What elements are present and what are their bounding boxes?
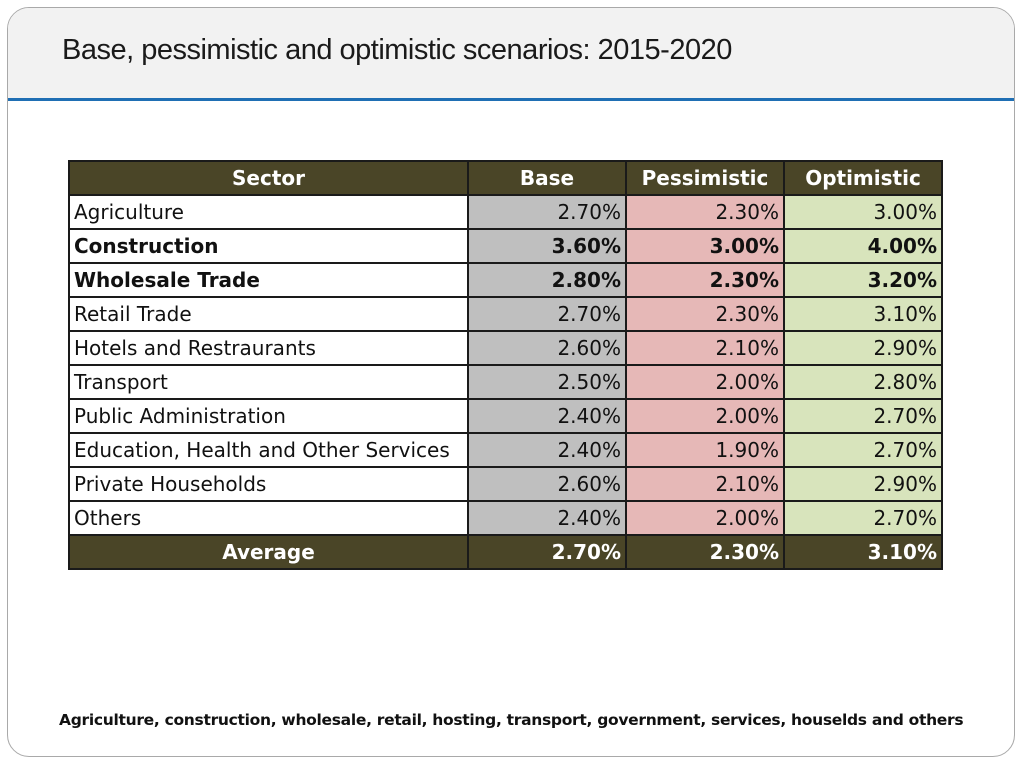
cell-base: 2.40% (467, 432, 627, 468)
cell-sector: Private Households (68, 466, 469, 502)
cell-optimistic: 2.70% (783, 398, 943, 434)
table-row: Private Households 2.60% 2.10% 2.90% (68, 466, 943, 502)
cell-sector: Agriculture (68, 194, 469, 230)
header-optimistic: Optimistic (783, 160, 943, 196)
table-row: Agriculture 2.70% 2.30% 3.00% (68, 194, 943, 230)
cell-pessimistic: 2.30% (625, 262, 785, 298)
cell-base: 2.70% (467, 296, 627, 332)
table-header-row: Sector Base Pessimistic Optimistic (68, 160, 943, 196)
average-base: 2.70% (467, 534, 627, 570)
header-sector: Sector (68, 160, 469, 196)
cell-pessimistic: 1.90% (625, 432, 785, 468)
cell-sector: Construction (68, 228, 469, 264)
cell-sector: Retail Trade (68, 296, 469, 332)
table-row: Public Administration 2.40% 2.00% 2.70% (68, 398, 943, 434)
cell-optimistic: 3.10% (783, 296, 943, 332)
slide: Base, pessimistic and optimistic scenari… (7, 7, 1015, 757)
table-row: Wholesale Trade 2.80% 2.30% 3.20% (68, 262, 943, 298)
cell-sector: Wholesale Trade (68, 262, 469, 298)
table-row: Construction 3.60% 3.00% 4.00% (68, 228, 943, 264)
table-row: Others 2.40% 2.00% 2.70% (68, 500, 943, 536)
cell-pessimistic: 2.10% (625, 466, 785, 502)
table-row: Retail Trade 2.70% 2.30% 3.10% (68, 296, 943, 332)
cell-base: 2.40% (467, 398, 627, 434)
table-row: Transport 2.50% 2.00% 2.80% (68, 364, 943, 400)
average-pessimistic: 2.30% (625, 534, 785, 570)
cell-pessimistic: 3.00% (625, 228, 785, 264)
average-row: Average 2.70% 2.30% 3.10% (68, 534, 943, 570)
cell-base: 2.80% (467, 262, 627, 298)
cell-sector: Public Administration (68, 398, 469, 434)
cell-pessimistic: 2.10% (625, 330, 785, 366)
cell-pessimistic: 2.00% (625, 500, 785, 536)
cell-pessimistic: 2.30% (625, 194, 785, 230)
header-base: Base (467, 160, 627, 196)
cell-optimistic: 2.90% (783, 330, 943, 366)
cell-pessimistic: 2.30% (625, 296, 785, 332)
cell-optimistic: 4.00% (783, 228, 943, 264)
table-body: Agriculture 2.70% 2.30% 3.00% Construction 3.… (68, 194, 943, 536)
cell-optimistic: 2.80% (783, 364, 943, 400)
table-row: Education, Health and Other Services 2.40… (68, 432, 943, 468)
page-title: Base, pessimistic and optimistic scenari… (62, 34, 732, 66)
title-bar: Base, pessimistic and optimistic scenari… (8, 8, 1014, 101)
cell-optimistic: 2.90% (783, 466, 943, 502)
cell-pessimistic: 2.00% (625, 398, 785, 434)
cell-base: 2.50% (467, 364, 627, 400)
cell-sector: Education, Health and Other Services (68, 432, 469, 468)
cell-base: 3.60% (467, 228, 627, 264)
cell-optimistic: 3.20% (783, 262, 943, 298)
table-row: Hotels and Restraurants 2.60% 2.10% 2.90% (68, 330, 943, 366)
average-label: Average (68, 534, 469, 570)
cell-optimistic: 2.70% (783, 432, 943, 468)
average-optimistic: 3.10% (783, 534, 943, 570)
footer-note: Agriculture, construction, wholesale, re… (59, 711, 964, 729)
header-pessimistic: Pessimistic (625, 160, 785, 196)
cell-sector: Transport (68, 364, 469, 400)
cell-sector: Hotels and Restraurants (68, 330, 469, 366)
cell-base: 2.40% (467, 500, 627, 536)
cell-base: 2.60% (467, 330, 627, 366)
cell-base: 2.60% (467, 466, 627, 502)
scenario-table: Sector Base Pessimistic Optimistic Agric… (68, 160, 943, 570)
cell-optimistic: 3.00% (783, 194, 943, 230)
cell-sector: Others (68, 500, 469, 536)
cell-base: 2.70% (467, 194, 627, 230)
cell-pessimistic: 2.00% (625, 364, 785, 400)
cell-optimistic: 2.70% (783, 500, 943, 536)
